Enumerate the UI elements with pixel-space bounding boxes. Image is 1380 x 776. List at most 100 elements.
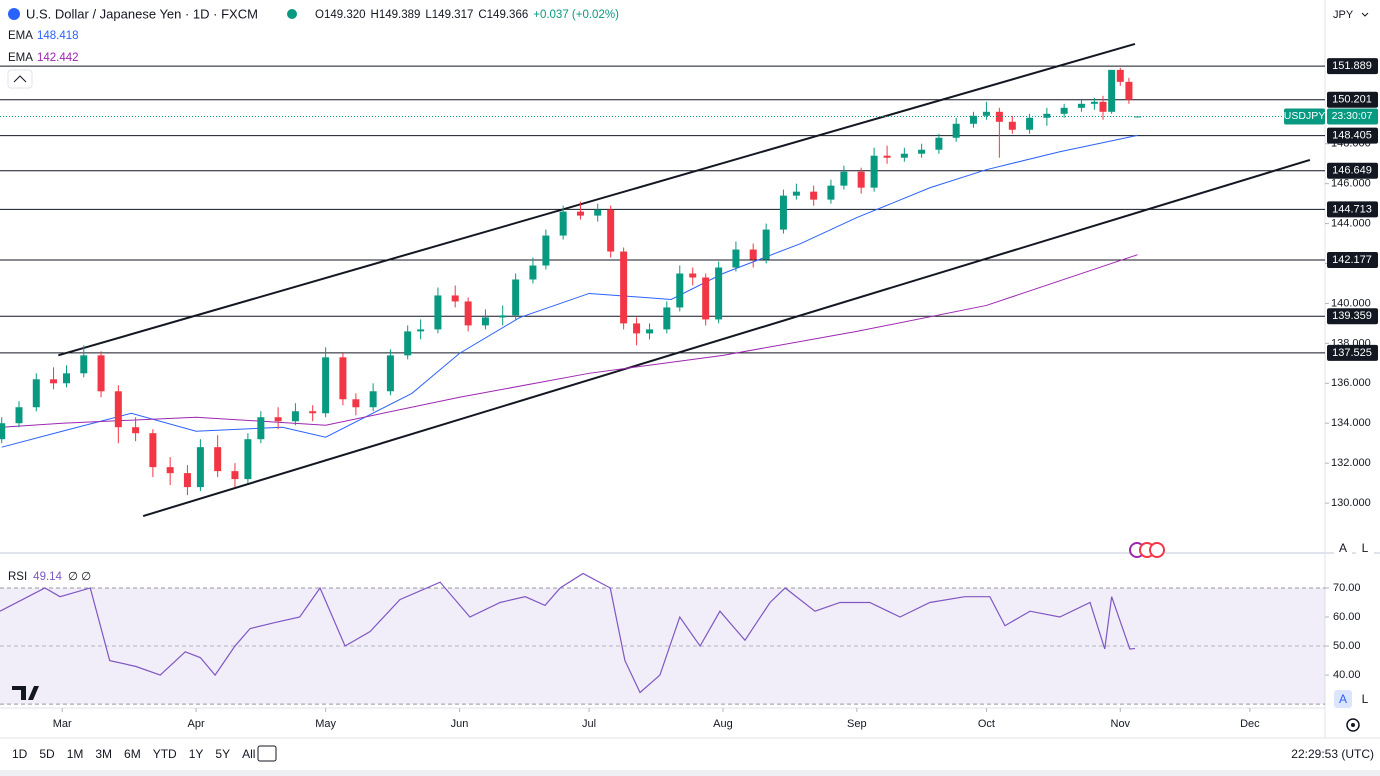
candle-body	[982, 111, 990, 116]
log-scale-button[interactable]	[1356, 539, 1374, 557]
countdown: 23:30:07	[1332, 110, 1373, 122]
log-scale-label: L	[1362, 692, 1369, 706]
candle-body	[50, 379, 58, 384]
range-button[interactable]: 1Y	[189, 747, 204, 761]
legend-name: RSI	[8, 571, 27, 583]
range-button[interactable]: 1M	[67, 747, 84, 761]
candle-body	[810, 191, 818, 200]
candle-body	[1077, 103, 1085, 108]
candle-body	[369, 391, 377, 408]
level-label: 144.713	[1332, 203, 1372, 215]
candle-body	[231, 471, 239, 480]
auto-scale-label: A	[1339, 541, 1347, 555]
candle-body	[149, 433, 157, 468]
log-scale-label: L	[1362, 541, 1369, 555]
legend-value: 142.442	[37, 52, 79, 64]
settings-icon[interactable]	[1346, 718, 1360, 732]
legend-value: 148.418	[37, 30, 79, 42]
candle-body	[676, 273, 684, 308]
candle-body	[762, 229, 770, 260]
candle-body	[732, 249, 740, 268]
candle-body	[594, 209, 602, 216]
toolbar: 1D 5D 1M 3M 6M YTD 1Y 5Y All 22:29:53 (UTC)	[12, 745, 1374, 762]
candle-body	[646, 329, 654, 334]
ema-line	[1, 134, 1138, 448]
level-label-bg	[1327, 201, 1378, 218]
log-scale-button[interactable]	[1356, 690, 1374, 708]
ohlc-value: +0.037 (+0.02%)	[533, 9, 619, 21]
candle-body	[1008, 121, 1016, 130]
rsi-line	[0, 572, 1136, 694]
ohlc-value: O149.320	[315, 9, 366, 21]
candle-body	[309, 411, 317, 414]
range-button[interactable]: 5Y	[215, 747, 230, 761]
trendline	[58, 42, 1136, 357]
auto-scale-button[interactable]	[1334, 539, 1352, 557]
candle-body	[244, 439, 252, 480]
x-tick-label: Apr	[188, 718, 205, 730]
candle-body	[576, 211, 584, 216]
candle-body	[559, 211, 567, 236]
candle-body	[1099, 101, 1107, 112]
y-tick-label: 60.00	[1333, 611, 1361, 623]
candle-body	[322, 357, 330, 414]
candle-body	[1108, 69, 1116, 112]
market-status	[287, 9, 297, 19]
level-label: 150.201	[1332, 94, 1372, 106]
countdown-bg	[1327, 108, 1378, 125]
utc-time: 22:29:53 (UTC)	[1291, 747, 1374, 761]
level-label-bg	[1327, 308, 1378, 325]
collapse-button[interactable]	[7, 69, 33, 89]
candle-body	[529, 265, 537, 280]
level-label-bg	[1327, 344, 1378, 361]
candle-body	[97, 355, 105, 392]
event-icon[interactable]	[1149, 542, 1165, 558]
level-label-bg	[1327, 91, 1378, 108]
candle-body	[434, 295, 442, 330]
candle-body	[339, 357, 347, 400]
calendar-icon[interactable]	[257, 745, 277, 762]
range-button[interactable]: 1D	[12, 747, 28, 761]
range-button[interactable]: 3M	[95, 747, 112, 761]
candle-body	[0, 423, 6, 440]
currency-button[interactable]	[1328, 4, 1376, 26]
ohlc-value: L149.317	[425, 9, 473, 21]
candle-body	[196, 447, 204, 488]
candle-body	[969, 115, 977, 124]
range-button[interactable]: 5D	[39, 747, 55, 761]
candle-body	[386, 355, 394, 392]
candle-body	[352, 399, 360, 408]
candle-body	[620, 251, 628, 324]
ema-line	[1, 254, 1138, 428]
y-tick-label: 130.000	[1331, 497, 1371, 509]
candle-body	[291, 411, 299, 422]
level-label: 146.649	[1332, 165, 1372, 177]
y-tick-label: 144.000	[1331, 217, 1371, 229]
candle-body	[257, 417, 265, 440]
range-button[interactable]: YTD	[153, 747, 177, 761]
candle-body	[417, 329, 425, 332]
range-button[interactable]: 6M	[124, 747, 141, 761]
level-label: 151.889	[1332, 60, 1372, 72]
candle-body	[918, 149, 926, 154]
candle-body	[542, 235, 550, 266]
candle-body	[214, 447, 222, 472]
candle-body	[870, 155, 878, 188]
candle-body	[663, 307, 671, 330]
x-tick-label: Dec	[1240, 718, 1260, 730]
candle-body	[1043, 113, 1051, 118]
level-label-bg	[1327, 58, 1378, 75]
range-button[interactable]: All	[242, 747, 255, 761]
y-tick-label: 50.00	[1333, 640, 1361, 652]
x-tick-label: Jun	[451, 718, 469, 730]
collapse-icon	[13, 75, 27, 83]
candle-body	[404, 331, 412, 356]
x-tick-label: Jul	[582, 718, 596, 730]
symbol-label: USDJPY	[1284, 110, 1325, 122]
y-tick-label: 140.000	[1331, 297, 1371, 309]
x-tick-label: Sep	[847, 718, 867, 730]
auto-scale-button[interactable]	[1334, 690, 1352, 708]
candle-body	[779, 195, 787, 230]
legend-name: EMA	[8, 52, 33, 64]
chevron	[1361, 12, 1369, 17]
